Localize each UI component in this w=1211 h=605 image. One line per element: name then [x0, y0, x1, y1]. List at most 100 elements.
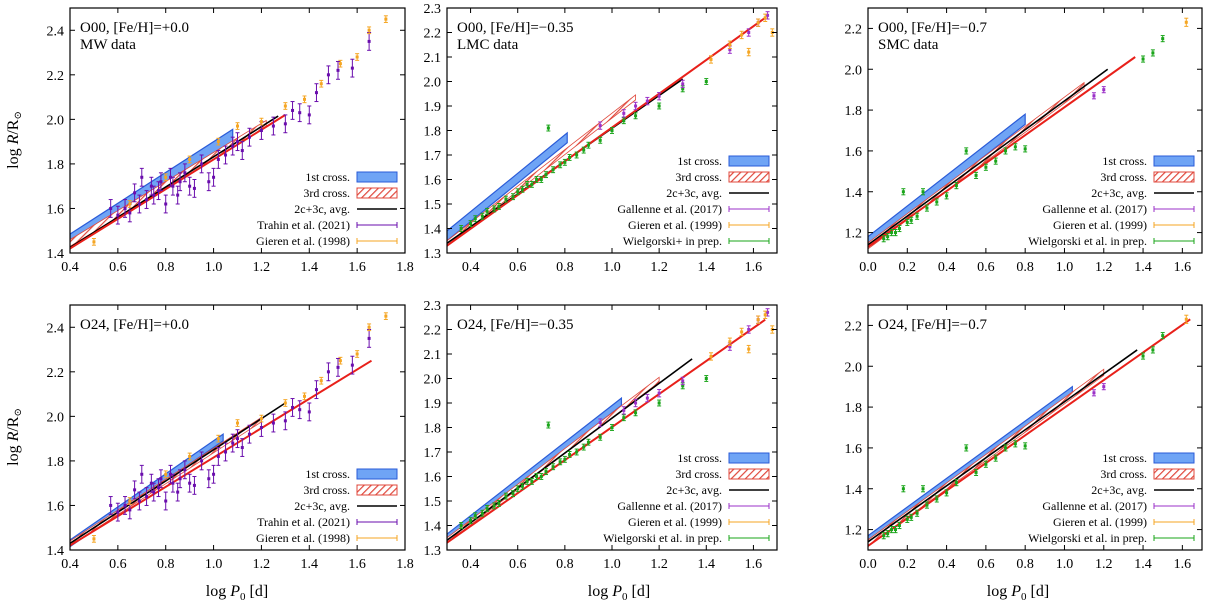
data-series [881, 35, 1165, 243]
data-point [367, 323, 372, 332]
data-series [709, 310, 775, 361]
legend-entry: Gieren et al. (1999) [628, 218, 770, 232]
data-point [1150, 49, 1155, 57]
point-marker [384, 17, 388, 21]
data-point [216, 137, 221, 146]
data-point [247, 127, 252, 147]
legend-entry: Gieren et al. (1999) [1053, 218, 1195, 232]
point-marker [171, 184, 175, 188]
x-tick-label: 1.2 [1095, 260, 1113, 275]
point-marker [216, 140, 220, 144]
data-series [709, 13, 775, 64]
data-point [704, 375, 709, 382]
legend-entry: 3rd cross. [303, 483, 398, 497]
y-tick-label: 1.7 [424, 149, 442, 164]
data-point [367, 26, 372, 35]
legend-swatch [1153, 171, 1195, 183]
data-point [297, 103, 302, 123]
point-marker [212, 472, 216, 476]
y-tick-label: 2.2 [845, 319, 863, 334]
legend-entry: Wielgorski+ in prep. [623, 234, 770, 248]
legend-entry: 2c+3c, avg. [666, 483, 769, 497]
point-marker [1023, 147, 1027, 151]
data-point [598, 136, 603, 144]
legend-label: 1st cross. [1102, 451, 1147, 465]
point-marker [622, 416, 626, 420]
point-marker [231, 144, 235, 148]
legend-entry: 3rd cross. [675, 467, 770, 481]
panel-label: O24, [Fe/H]=−0.7 [878, 317, 987, 333]
data-point [763, 310, 768, 319]
point-marker [882, 534, 886, 538]
data-point [893, 229, 898, 237]
point-marker [128, 211, 132, 215]
point-marker [247, 432, 251, 436]
data-point [534, 473, 539, 480]
data-point [567, 154, 572, 161]
point-marker [224, 153, 228, 157]
point-marker [1092, 94, 1096, 98]
data-point [1101, 383, 1106, 391]
data-point [175, 482, 180, 502]
plot-area [868, 314, 1191, 547]
point-marker [535, 475, 539, 478]
legend-label: Wielgorski+ in prep. [623, 234, 722, 248]
y-tick-label: 1.6 [47, 499, 65, 514]
point-marker [681, 379, 685, 383]
avg-line [70, 115, 279, 249]
data-point [763, 13, 768, 22]
y-tick-label: 1.3 [424, 247, 442, 262]
point-marker [164, 202, 168, 206]
data-point [746, 47, 751, 57]
legend-entry: 2c+3c, avg. [1091, 186, 1194, 200]
data-point [319, 376, 324, 385]
point-marker [511, 492, 515, 496]
point-marker [894, 528, 898, 532]
data-point [137, 194, 142, 214]
legend-entry: Wielgorski et al. in prep. [603, 531, 770, 545]
data-point [230, 433, 235, 453]
panel-label: LMC data [457, 37, 519, 53]
point-marker [236, 437, 239, 441]
data-point [175, 185, 180, 205]
legend-entry: Gallenne et al. (2017) [1042, 499, 1195, 513]
data-point [511, 193, 515, 201]
point-marker [183, 171, 187, 175]
data-point [468, 220, 473, 228]
data-point [546, 124, 551, 132]
x-tick-label: 0.4 [938, 260, 956, 275]
point-marker [747, 328, 751, 331]
point-marker [520, 484, 524, 488]
point-marker [766, 310, 770, 314]
y-tick-label: 2.0 [47, 113, 65, 128]
point-marker [145, 198, 149, 202]
x-tick-label: 1.2 [650, 260, 668, 275]
y-tick-label: 1.4 [845, 186, 863, 201]
data-point [151, 482, 156, 502]
x-tick-label: 0.4 [61, 557, 79, 572]
y-tick-label: 1.4 [424, 520, 442, 535]
data-point [496, 500, 501, 507]
legend-swatch [1153, 468, 1195, 480]
data-point [529, 180, 534, 188]
data-point [709, 352, 713, 361]
point-marker [634, 401, 638, 405]
data-point [534, 176, 539, 183]
point-marker [137, 499, 141, 503]
legend-entry: 3rd cross. [1100, 170, 1195, 184]
panel-label: O24, [Fe/H]=−0.35 [457, 317, 574, 333]
point-marker [1184, 317, 1188, 321]
point-marker [336, 68, 340, 72]
data-point [192, 179, 197, 198]
chart-panel: 0.4 0.6 0.8 1.0 1.2 1.4 1.6 1.8 1.4 1.6 1.8 2.0 2.2 2… [47, 7, 414, 275]
point-marker [485, 209, 489, 213]
legend-label: Wielgorski et al. in prep. [603, 531, 722, 545]
data-point [680, 79, 685, 89]
point-marker [747, 50, 751, 54]
point-marker [259, 417, 263, 421]
data-point [974, 468, 979, 476]
point-marker [634, 104, 638, 108]
x-tick-label: 0.2 [899, 260, 917, 275]
legend-entry: Gallenne et al. (2017) [617, 499, 770, 513]
data-point [511, 490, 515, 498]
